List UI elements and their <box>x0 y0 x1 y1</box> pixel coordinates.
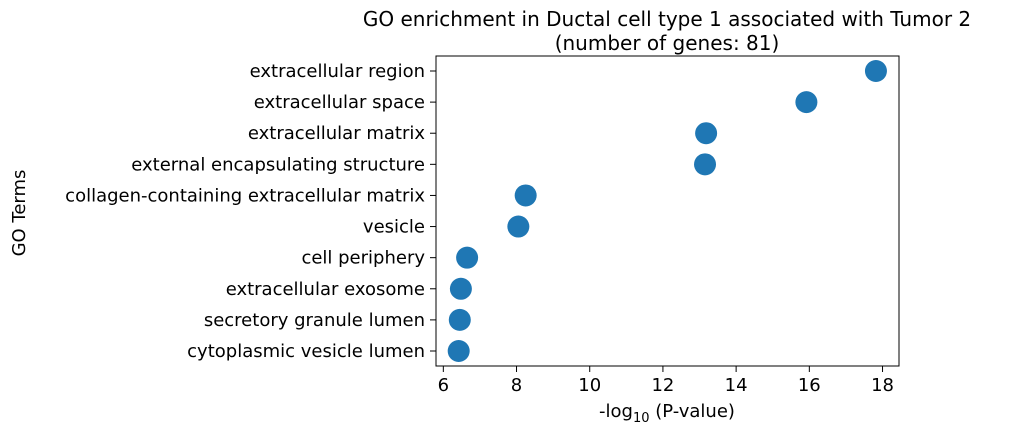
data-point <box>694 153 717 176</box>
chart-title: GO enrichment in Ductal cell type 1 asso… <box>363 7 971 31</box>
x-axis: 6 8 10 12 14 16 18 <box>438 366 894 396</box>
plot-area: 6 8 10 12 14 16 18 extracellular regionextrace… <box>65 55 900 396</box>
data-points <box>447 60 887 362</box>
x-tick-label: 8 <box>511 375 522 396</box>
y-tick-label: vesicle <box>363 217 425 238</box>
y-tick-label: collagen-containing extracellular matrix <box>65 185 425 206</box>
data-point <box>449 277 472 300</box>
y-tick-label: secretory granule lumen <box>204 310 425 331</box>
plot-frame <box>435 55 900 367</box>
data-point <box>795 91 818 114</box>
x-axis-label: -log10 (P-value) <box>599 401 735 426</box>
data-point <box>695 122 718 145</box>
data-point <box>456 246 479 269</box>
y-tick-label: extracellular exosome <box>226 279 425 300</box>
data-point <box>447 340 470 362</box>
y-tick-label: extracellular space <box>254 92 425 113</box>
chart-subtitle: (number of genes: 81) <box>555 31 780 55</box>
x-tick-label: 14 <box>725 375 748 396</box>
data-point <box>448 308 471 331</box>
x-tick-label: 12 <box>651 375 674 396</box>
y-tick-label: cytoplasmic vesicle lumen <box>187 341 425 362</box>
y-tick-label: extracellular region <box>250 61 425 82</box>
x-tick-label: 16 <box>798 375 821 396</box>
y-tick-label: external encapsulating structure <box>131 154 425 175</box>
x-axis-label-suffix: (P-value) <box>650 401 735 422</box>
y-axis-label: GO Terms <box>9 170 30 257</box>
x-tick-label: 10 <box>578 375 601 396</box>
y-tick-label: extracellular matrix <box>248 123 425 144</box>
y-axis: extracellular region extracellular space e… <box>65 61 436 362</box>
x-tick-label: 6 <box>438 375 449 396</box>
data-point <box>514 184 537 207</box>
y-tick-label: cell periphery <box>301 248 425 269</box>
data-point <box>507 215 530 238</box>
x-axis-label-subscript: 10 <box>633 411 650 426</box>
data-point <box>864 60 887 82</box>
x-axis-label-prefix: -log <box>599 401 633 422</box>
x-tick-label: 18 <box>871 375 894 396</box>
